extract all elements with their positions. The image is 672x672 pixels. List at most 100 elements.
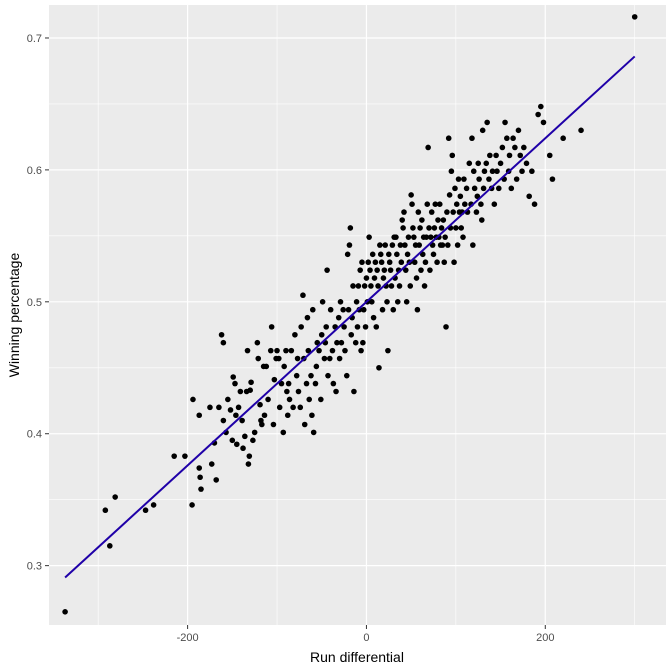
- data-point: [393, 234, 399, 240]
- data-point: [377, 251, 384, 258]
- data-point: [230, 374, 237, 380]
- data-point: [240, 445, 246, 452]
- data-point: [409, 201, 415, 207]
- data-point: [478, 201, 484, 207]
- data-point: [213, 477, 220, 483]
- data-point: [327, 306, 334, 313]
- data-point: [408, 192, 414, 198]
- data-point: [196, 465, 203, 471]
- data-point: [431, 225, 438, 231]
- data-point: [491, 201, 498, 207]
- data-point: [182, 453, 188, 459]
- data-point: [480, 185, 487, 192]
- data-point: [560, 135, 566, 142]
- data-point: [454, 242, 461, 248]
- data-point: [294, 355, 301, 362]
- data-point: [245, 461, 252, 467]
- data-point: [366, 234, 372, 240]
- data-point: [416, 242, 423, 248]
- data-point: [259, 421, 265, 428]
- data-point: [233, 441, 240, 448]
- data-point: [251, 429, 258, 436]
- data-point: [476, 176, 482, 182]
- data-point: [271, 376, 278, 383]
- data-point: [486, 176, 492, 182]
- data-point: [473, 209, 480, 215]
- data-point: [286, 396, 293, 403]
- data-point: [479, 127, 486, 134]
- data-point: [502, 119, 508, 126]
- data-point: [310, 429, 317, 436]
- data-point: [334, 339, 340, 346]
- axis-ticks: [45, 37, 546, 629]
- data-point: [411, 259, 418, 266]
- data-point: [471, 185, 478, 192]
- data-point: [381, 267, 388, 273]
- data-point: [526, 193, 532, 200]
- data-point: [318, 396, 324, 403]
- data-point: [308, 372, 314, 379]
- data-point: [483, 160, 490, 167]
- data-point: [305, 347, 312, 354]
- data-point: [351, 388, 357, 395]
- data-point: [460, 234, 466, 240]
- data-point: [458, 225, 465, 231]
- data-point: [414, 306, 421, 313]
- data-point: [531, 201, 538, 207]
- data-point: [218, 331, 225, 338]
- data-point: [436, 201, 443, 207]
- data-point: [237, 388, 244, 395]
- x-tick-label: 200: [536, 632, 554, 644]
- data-point: [455, 176, 462, 182]
- data-point: [407, 283, 414, 289]
- data-point: [150, 502, 157, 508]
- data-point: [440, 217, 447, 223]
- data-point: [290, 404, 296, 411]
- data-point: [384, 299, 390, 305]
- data-point: [257, 401, 263, 408]
- data-point: [453, 225, 459, 231]
- data-point: [342, 347, 348, 354]
- data-point: [357, 267, 363, 273]
- data-point: [461, 176, 467, 182]
- data-point: [295, 388, 302, 395]
- data-point: [309, 306, 316, 313]
- data-point: [546, 152, 553, 159]
- data-point: [478, 217, 485, 223]
- data-point: [306, 396, 313, 403]
- data-point: [316, 347, 322, 354]
- data-point: [535, 111, 541, 118]
- data-point: [355, 283, 362, 289]
- data-point: [449, 152, 456, 159]
- data-point: [397, 242, 404, 248]
- data-point: [298, 324, 304, 330]
- data-point: [394, 299, 401, 305]
- data-point: [375, 283, 381, 289]
- data-point: [370, 314, 377, 321]
- data-point: [242, 433, 248, 440]
- x-tick-label: -200: [177, 632, 199, 644]
- data-point: [354, 324, 361, 330]
- data-point: [402, 242, 408, 248]
- data-point: [208, 461, 215, 467]
- data-point: [426, 225, 432, 231]
- data-point: [438, 225, 445, 231]
- data-point: [424, 201, 431, 207]
- data-point: [261, 412, 268, 419]
- x-tick-label: 0: [363, 632, 369, 644]
- data-point: [470, 242, 476, 248]
- data-point: [519, 168, 525, 175]
- data-point: [300, 292, 306, 299]
- panel-background: [49, 5, 666, 625]
- data-point: [207, 404, 213, 411]
- data-point: [270, 421, 277, 428]
- data-point: [402, 267, 409, 273]
- data-point: [441, 259, 448, 266]
- data-point: [358, 347, 364, 354]
- data-point: [415, 209, 422, 215]
- data-point: [353, 299, 360, 305]
- data-point: [276, 355, 282, 362]
- data-point: [265, 396, 271, 403]
- data-point: [475, 160, 482, 167]
- data-point: [444, 209, 450, 215]
